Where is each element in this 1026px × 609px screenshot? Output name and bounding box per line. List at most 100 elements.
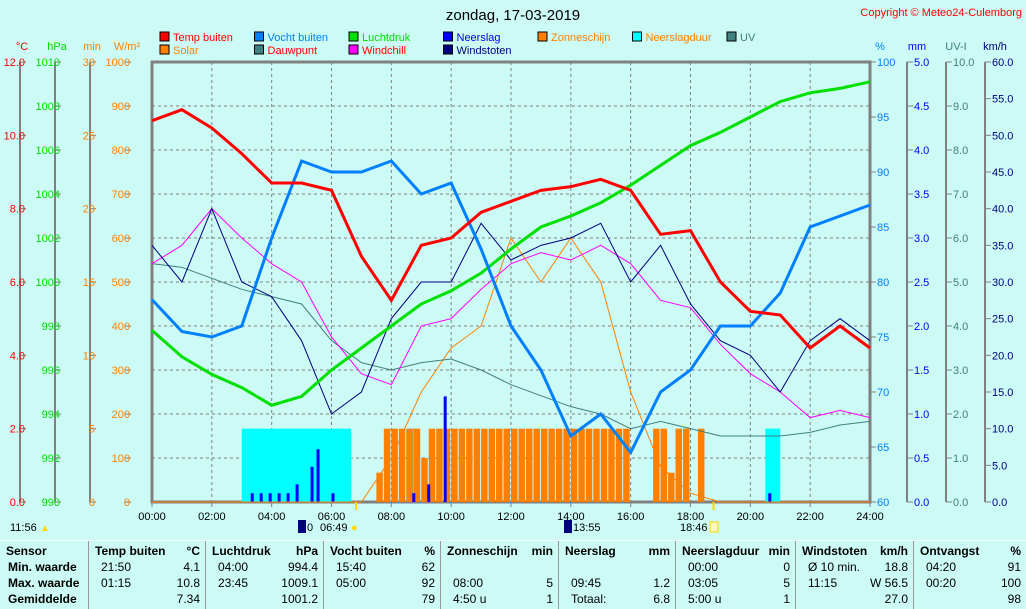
y-tick-label: 3.0 (953, 365, 968, 377)
y-tick-label: 5.0 (992, 460, 1007, 472)
sunrise-icon (298, 520, 306, 533)
zonneschijn-bar (398, 428, 406, 502)
table-column-sensor: Sensor Min. waarde Max. waarde Gemiddelde (0, 541, 88, 609)
zonneschijn-bar (525, 428, 533, 502)
table-cell: 01:15 (101, 576, 132, 590)
y-tick-label: 1.5 (914, 365, 929, 377)
y-tick-label: 65 (877, 442, 889, 454)
zonneschijn-bar (615, 428, 623, 502)
y-tick-label: 5 (89, 424, 95, 436)
neerslagduur-bar (765, 428, 781, 502)
zonneschijn-bar (570, 428, 578, 502)
y-tick-label: 25.0 (992, 314, 1013, 326)
y-tick-label: 55.0 (992, 94, 1013, 106)
table-header: % (1010, 544, 1021, 558)
table-header: hPa (295, 544, 318, 558)
midday-icon (564, 520, 572, 533)
zonneschijn-bar (585, 428, 593, 502)
x-tick-label: 04:00 (258, 511, 286, 523)
table-cell: 11:15 (808, 576, 838, 590)
table-cell: 62 (421, 560, 435, 574)
table-cell: 00:20 (926, 576, 957, 590)
table-cell: 6.8 (653, 592, 670, 606)
table-header: mm (648, 544, 670, 558)
legend-label: Neerslag (457, 32, 501, 44)
zonneschijn-bar (600, 428, 608, 502)
legend-label: Luchtdruk (362, 32, 411, 44)
table-cell: 5 (783, 576, 790, 590)
y-tick-label: 10.0 (992, 424, 1013, 436)
y-tick-label: 1000 (36, 277, 60, 289)
weather-chart: zondag, 17-03-2019 Copyright © Meteo24-Cu… (4, 7, 1022, 534)
table-column-luchtdruk: Luchtdruk hPa 04:00 994.4 23:45 1009.1 1001.2 (205, 541, 324, 609)
table-column-temp-buiten: Temp buiten °C 21:50 4.1 01:15 10.8 7.34 (88, 541, 206, 609)
axis-unit: mm (908, 41, 926, 53)
y-tick-label: 20 (83, 204, 95, 216)
summary-table: Sensor Min. waarde Max. waarde Gemiddelde Te… (0, 540, 1026, 609)
y-tick-label: 998 (42, 321, 60, 333)
y-tick-label: 60 (877, 497, 889, 509)
table-column-neerslag: Neerslag mm 09:45 1.2 Totaal: 6.8 (558, 541, 676, 609)
table-header: Neerslagduur (682, 544, 760, 558)
neerslag-bar (310, 466, 314, 502)
y-tick-label: 2.0 (914, 321, 929, 333)
zonneschijn-bar (697, 428, 705, 502)
y-tick-label: 4.0 (953, 321, 968, 333)
y-tick-label: 0.5 (914, 453, 929, 465)
y-tick-label: 90 (877, 167, 889, 179)
table-cell: 4:50 u (453, 592, 487, 606)
series-luchtdruk (151, 80, 871, 407)
y-tick-label: 300 (112, 365, 130, 377)
zonneschijn-bar (451, 428, 458, 502)
zonneschijn-bar (406, 428, 413, 502)
table-cell: 4.1 (183, 560, 200, 574)
table-header: Gemiddelde (8, 592, 77, 606)
table-cell: W 56.5 (869, 576, 908, 590)
y-tick-label: 15 (83, 277, 95, 289)
sun-up-icon: ▲ (40, 523, 50, 534)
y-tick-label: 85 (877, 222, 889, 234)
y-tick-label: 1004 (36, 189, 60, 201)
series-temp-buiten (151, 108, 871, 351)
table-cell: 5 (546, 576, 553, 590)
table-column-ontvangst: Ontvangst% 04:20 91 00:20 100 98 (913, 541, 1026, 609)
y-tick-label: 1006 (36, 145, 60, 157)
table-cell: 04:00 (218, 560, 249, 574)
neerslag-bar (286, 493, 290, 502)
zonneschijn-bar (511, 428, 518, 502)
table-cell: 92 (421, 576, 435, 590)
zonneschijn-bar (593, 428, 600, 502)
chart-title: zondag, 17-03-2019 (446, 7, 580, 24)
zonneschijn-bar (436, 428, 443, 502)
table-cell: 00:00 (688, 560, 719, 574)
table-column-zonneschijn: Zonneschijn min 08:00 5 4:50 u 1 (440, 541, 559, 609)
zonneschijn-bar (548, 428, 555, 502)
series-vocht-buiten (150, 159, 871, 456)
series-windchill (151, 207, 871, 419)
axis-unit: hPa (47, 41, 67, 53)
y-tick-label: 1.0 (953, 453, 968, 465)
neerslag-bar (412, 493, 416, 502)
legend-label: Zonneschijn (551, 32, 610, 44)
y-tick-label: 5.0 (914, 57, 929, 69)
axis-unit: min (83, 41, 101, 53)
table-cell: 04:20 (926, 560, 957, 574)
table-cell: 21:50 (101, 560, 132, 574)
neerslag-bar (427, 484, 431, 502)
neerslag-bar (259, 493, 263, 502)
y-tick-label: 5.0 (953, 277, 968, 289)
axis-unit: UV-I (945, 41, 966, 53)
axis-unit: % (875, 41, 885, 53)
zonneschijn-bar (668, 472, 675, 502)
table-header: Windstoten (802, 544, 868, 558)
table-header: Min. waarde (8, 560, 77, 574)
neerslag-bar (768, 493, 772, 502)
y-tick-label: 8.0 (10, 204, 25, 216)
zonneschijn-bar (608, 428, 615, 502)
y-tick-label: 75 (877, 332, 889, 344)
legend-swatch (254, 44, 264, 55)
y-tick-label: 12.0 (4, 57, 25, 69)
sun-left-time: 11:56 (10, 522, 37, 534)
y-tick-label: 25 (83, 130, 95, 142)
sunset-icon (709, 521, 719, 533)
